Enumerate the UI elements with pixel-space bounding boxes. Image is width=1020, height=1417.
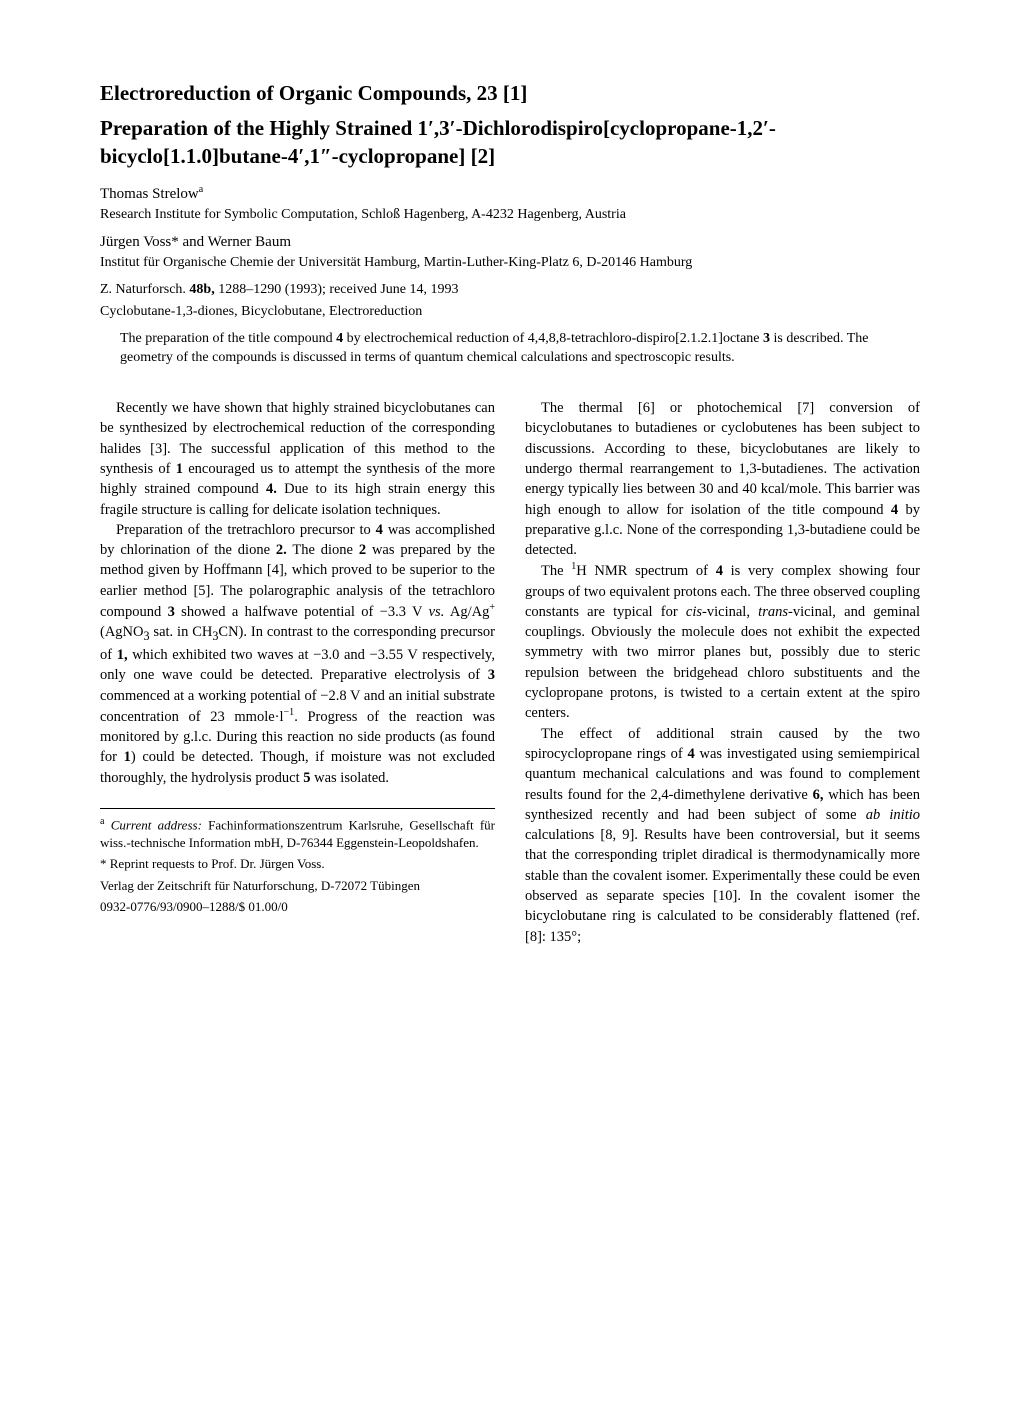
author-block-1: Thomas Strelowa Research Institute for S… [100,184,920,224]
body-text: Recently we have shown that highly strai… [100,398,920,947]
abstract: The preparation of the title compound 4 … [120,330,920,368]
body-paragraph: The thermal [6] or photochemical [7] con… [525,398,920,560]
footnote: Verlag der Zeitschrift für Naturforschun… [100,877,495,895]
author-affiliation: Institut für Organische Chemie der Unive… [100,254,920,272]
footnote: 0932-0776/93/0900–1288/$ 01.00/0 [100,898,495,916]
series-title: Electroreduction of Organic Compounds, 2… [100,80,920,107]
author-block-2: Jürgen Voss* and Werner Baum Institut fü… [100,234,920,272]
body-paragraph: Recently we have shown that highly strai… [100,398,495,520]
author-name: Thomas Strelowa [100,184,920,203]
body-paragraph: Preparation of the tretrachloro precurso… [100,520,495,788]
footnote: a Current address: Fachinformationszentr… [100,815,495,851]
author-affiliation: Research Institute for Symbolic Computat… [100,206,920,224]
footnotes: a Current address: Fachinformationszentr… [100,808,495,916]
body-paragraph: The effect of additional strain caused b… [525,724,920,947]
paper-article: Electroreduction of Organic Compounds, 2… [100,80,920,947]
footnote: * Reprint requests to Prof. Dr. Jürgen V… [100,855,495,873]
keywords: Cyclobutane-1,3-diones, Bicyclobutane, E… [100,304,920,320]
journal-citation: Z. Naturforsch. 48b, 1288–1290 (1993); r… [100,282,920,298]
body-paragraph: The 1H NMR spectrum of 4 is very complex… [525,560,920,723]
author-name: Jürgen Voss* and Werner Baum [100,234,920,251]
paper-title: Preparation of the Highly Strained 1′,3′… [100,115,920,170]
